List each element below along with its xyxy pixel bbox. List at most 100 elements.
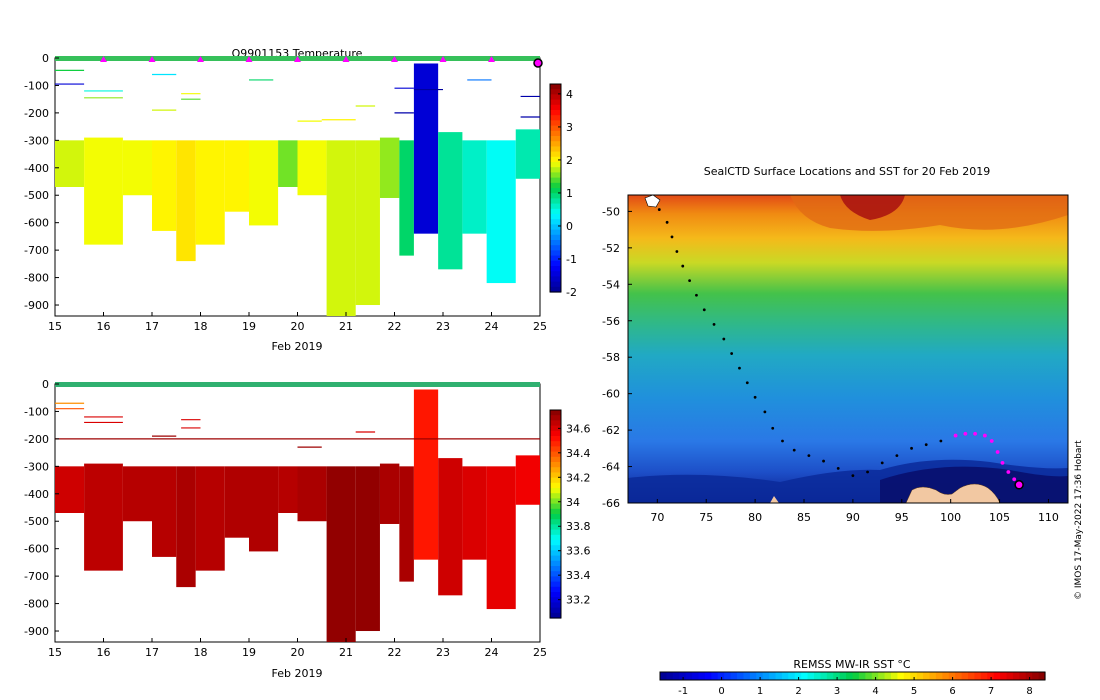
colorbar-tick-label: 33.4: [566, 569, 591, 582]
colorbar-segment: [550, 167, 561, 173]
y-tick-label: 0: [42, 52, 49, 65]
seal-position: [730, 352, 734, 355]
sst-map-x-axis: 70 75 80 85 90 95 100 105 110: [650, 499, 1059, 524]
colorbar-segment: [550, 550, 561, 557]
seal-position-recent: [982, 433, 987, 438]
profile-block: [195, 140, 225, 245]
colorbar-segment: [550, 592, 561, 598]
colorbar-segment: [550, 586, 561, 593]
seal-position: [866, 470, 869, 474]
colorbar-tick-label: 3: [566, 121, 573, 134]
surface-marker: [197, 56, 204, 62]
colorbar-segment: [724, 672, 732, 680]
colorbar-segment: [550, 99, 561, 106]
colorbar-segment: [550, 545, 561, 551]
surface-marker: [245, 56, 253, 62]
temperature-x-axis: 15 16 17 18 19 20 21 22 23 24 25: [48, 312, 547, 333]
x-tick-label: 95: [895, 511, 909, 524]
sst-map-y-axis: -50 -52 -54 -56 -58 -60 -62 -64 -66: [602, 205, 632, 510]
profile-block: [326, 466, 356, 642]
colorbar-segment: [550, 234, 561, 241]
profile-block: [297, 140, 327, 196]
colorbar-segment: [756, 672, 764, 680]
colorbar-segment: [550, 456, 561, 463]
colorbar-segment: [550, 156, 561, 163]
colorbar-segment: [871, 672, 879, 680]
colorbar-tick-label: 33.8: [566, 520, 591, 533]
colorbar-segment: [852, 672, 860, 680]
seal-position: [895, 454, 899, 458]
y-tick-label: -62: [602, 424, 620, 437]
colorbar-segment: [993, 672, 1001, 680]
profile-block: [249, 466, 279, 552]
colorbar-segment: [929, 672, 937, 680]
profile-block: [399, 466, 414, 582]
colorbar-segment: [807, 672, 815, 680]
surface-marker: [439, 56, 447, 62]
x-tick-label: 20: [291, 320, 305, 333]
profile-block: [413, 389, 439, 560]
sst-colorbar: -1 0 1 2 3 4 5 6 7 8: [659, 671, 1046, 697]
colorbar-tick-label: 6: [949, 686, 955, 697]
colorbar-segment: [550, 529, 561, 536]
colorbar-segment: [550, 467, 561, 473]
colorbar-segment: [550, 224, 561, 231]
y-tick-label: -52: [602, 242, 620, 255]
seal-position: [924, 443, 928, 447]
colorbar-segment: [550, 198, 561, 205]
sst-map-frame: [627, 194, 1069, 504]
x-tick-label: 17: [145, 646, 159, 659]
x-tick-label: 16: [97, 646, 111, 659]
colorbar-segment: [550, 125, 561, 132]
colorbar-segment: [903, 672, 911, 680]
temperature-surface-markers: [100, 56, 543, 68]
colorbar-segment: [550, 560, 561, 567]
colorbar-segment: [820, 672, 828, 680]
colorbar-segment: [910, 672, 918, 680]
x-tick-label: 90: [846, 511, 860, 524]
surface-marker: [391, 56, 398, 62]
seal-position: [702, 308, 706, 312]
colorbar-segment: [550, 477, 561, 484]
colorbar-segment: [550, 172, 561, 179]
x-tick-label: 20: [291, 646, 305, 659]
y-tick-label: -50: [602, 205, 620, 218]
sst-map: SealCTD Surface Locations and SST for 20…: [602, 165, 1084, 697]
colorbar-segment: [550, 89, 561, 95]
seal-position: [681, 264, 685, 268]
profile-block: [122, 466, 152, 522]
profile-block: [462, 140, 487, 234]
colorbar-segment: [550, 240, 561, 246]
x-tick-label: 16: [97, 320, 111, 333]
colorbar-segment: [550, 441, 561, 447]
colorbar-segment: [775, 672, 783, 680]
y-tick-label: -700: [24, 244, 49, 257]
seal-position: [738, 366, 741, 370]
y-tick-label: -800: [24, 272, 49, 285]
colorbar-segment: [550, 576, 561, 583]
profile-block: [515, 129, 540, 179]
colorbar-segment: [968, 672, 976, 680]
colorbar-segment: [743, 672, 751, 680]
profile-block: [399, 140, 414, 256]
salinity-y-axis: 0 -100 -200 -300 -400 -500 -600 -700 -800 -900: [24, 378, 59, 638]
colorbar-tick-label: 5: [911, 686, 917, 697]
sst-colorbar-label: REMSS MW-IR SST °C: [793, 658, 911, 671]
colorbar-tick-label: 33.6: [566, 545, 591, 558]
x-tick-label: 18: [194, 320, 208, 333]
profile-block: [379, 463, 400, 524]
colorbar-segment: [550, 472, 561, 479]
y-tick-label: -100: [24, 79, 49, 92]
profile-block: [438, 458, 463, 596]
colorbar-segment: [955, 672, 963, 680]
y-tick-label: -200: [24, 107, 49, 120]
colorbar-segment: [550, 203, 561, 210]
colorbar-segment: [1000, 672, 1008, 680]
colorbar-segment: [550, 84, 561, 90]
seal-position: [670, 235, 674, 239]
colorbar-segment: [550, 524, 561, 531]
colorbar-segment: [550, 266, 561, 272]
profile-block: [122, 140, 152, 196]
colorbar-tick-label: 8: [1026, 686, 1032, 697]
colorbar-segment: [550, 193, 561, 199]
